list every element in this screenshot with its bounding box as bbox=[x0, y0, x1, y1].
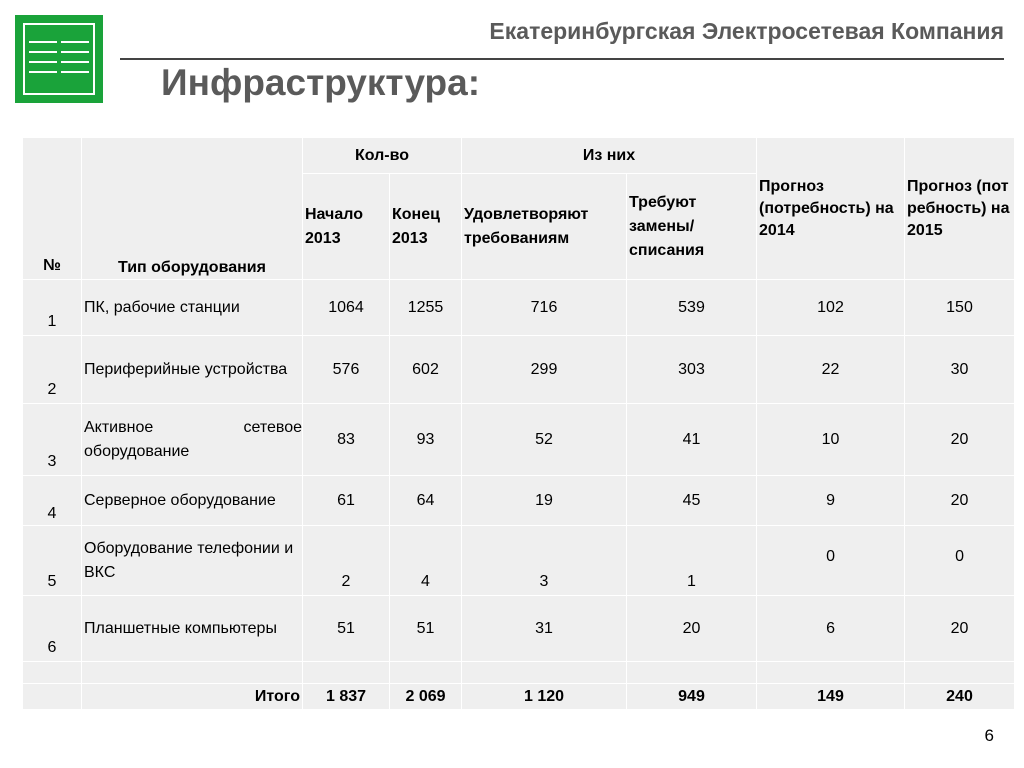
cell-replace: 41 bbox=[625, 403, 758, 476]
cell-end-2013: 1255 bbox=[389, 279, 462, 336]
cell-end-2013: 93 bbox=[389, 403, 462, 476]
total-row: Итого 1 837 2 069 1 120 949 149 240 bbox=[22, 683, 1016, 710]
cell-forecast-2014: 6 bbox=[756, 595, 906, 662]
logo-notch-top bbox=[57, 39, 61, 57]
company-logo bbox=[15, 15, 103, 103]
header-end-2013: Конец 2013 bbox=[389, 173, 462, 280]
empty-cell bbox=[302, 661, 390, 684]
cell-start-2013: 1064 bbox=[302, 279, 390, 336]
table-row: 6 Планшетные компьютеры 51 51 31 20 6 20 bbox=[22, 595, 1016, 662]
cell-end-2013: 51 bbox=[389, 595, 462, 662]
header-of-them-group: Из них bbox=[460, 137, 758, 174]
empty-cell bbox=[81, 661, 303, 684]
empty-cell bbox=[904, 661, 1016, 684]
cell-forecast-2014: 10 bbox=[756, 403, 906, 476]
row-equipment-type: Оборудование телефонии и ВКС bbox=[81, 525, 303, 596]
header-divider bbox=[120, 58, 1004, 60]
cell-start-2013: 576 bbox=[302, 335, 390, 404]
cell-satisfy: 3 bbox=[461, 525, 627, 596]
cell-end-2013: 602 bbox=[389, 335, 462, 404]
empty-cell bbox=[625, 661, 758, 684]
row-equipment-type: Периферийные устройства bbox=[81, 335, 303, 404]
row-equipment-type: Планшетные компьютеры bbox=[81, 595, 303, 662]
cell-forecast-2015: 20 bbox=[904, 475, 1016, 526]
cell-satisfy: 19 bbox=[461, 475, 627, 526]
cell-forecast-2015: 20 bbox=[904, 403, 1016, 476]
cell-satisfy: 716 bbox=[461, 279, 627, 336]
cell-forecast-2015: 0 bbox=[904, 525, 1016, 596]
total-forecast-2014: 149 bbox=[756, 683, 906, 710]
table-row: 4 Серверное оборудование 61 64 19 45 9 2… bbox=[22, 475, 1016, 526]
header-number: № bbox=[22, 137, 82, 280]
cell-forecast-2015: 20 bbox=[904, 595, 1016, 662]
empty-cell bbox=[461, 661, 627, 684]
cell-satisfy: 299 bbox=[461, 335, 627, 404]
total-replace: 949 bbox=[625, 683, 758, 710]
row-number: 3 bbox=[22, 403, 82, 476]
cell-forecast-2014: 102 bbox=[756, 279, 906, 336]
cell-start-2013: 83 bbox=[302, 403, 390, 476]
header-start-2013: Начало 2013 bbox=[302, 173, 390, 280]
row-equipment-type: Активное сетевое оборудование bbox=[81, 403, 303, 476]
cell-satisfy: 52 bbox=[461, 403, 627, 476]
total-end-2013: 2 069 bbox=[389, 683, 462, 710]
total-start-2013: 1 837 bbox=[302, 683, 390, 710]
row-equipment-type: Серверное оборудование bbox=[81, 475, 303, 526]
cell-start-2013: 51 bbox=[302, 595, 390, 662]
page-title: Инфраструктура: bbox=[161, 62, 481, 103]
table-row: 5 Оборудование телефонии и ВКС 2 4 3 1 0… bbox=[22, 525, 1016, 596]
empty-cell bbox=[22, 661, 82, 684]
header-need-replacement: Требуют замены/ списания bbox=[625, 173, 758, 280]
cell-replace: 303 bbox=[625, 335, 758, 404]
cell-end-2013: 4 bbox=[389, 525, 462, 596]
page-number: 6 bbox=[984, 726, 994, 745]
infrastructure-table: № Тип оборудования Кол-во Из них Прогноз… bbox=[22, 137, 1016, 710]
logo-frame bbox=[23, 23, 95, 95]
row-number: 2 bbox=[22, 335, 82, 404]
table-row-empty bbox=[22, 661, 1016, 684]
cell-forecast-2015: 30 bbox=[904, 335, 1016, 404]
cell-replace: 539 bbox=[625, 279, 758, 336]
cell-replace: 45 bbox=[625, 475, 758, 526]
row-number: 4 bbox=[22, 475, 82, 526]
cell-start-2013: 2 bbox=[302, 525, 390, 596]
table-row: 1 ПК, рабочие станции 1064 1255 716 539 … bbox=[22, 279, 1016, 336]
cell-forecast-2014: 0 bbox=[756, 525, 906, 596]
cell-forecast-2014: 22 bbox=[756, 335, 906, 404]
cell-forecast-2015: 150 bbox=[904, 279, 1016, 336]
cell-replace: 1 bbox=[625, 525, 758, 596]
table-row: 2 Периферийные устройства 576 602 299 30… bbox=[22, 335, 1016, 404]
total-label: Итого bbox=[81, 683, 303, 710]
cell-forecast-2014: 9 bbox=[756, 475, 906, 526]
row-number: 6 bbox=[22, 595, 82, 662]
empty-cell bbox=[389, 661, 462, 684]
cell-satisfy: 31 bbox=[461, 595, 627, 662]
total-forecast-2015: 240 bbox=[904, 683, 1016, 710]
empty-cell bbox=[22, 683, 82, 710]
header-equipment-type: Тип оборудования bbox=[81, 137, 303, 280]
company-name: Екатеринбургская Электросетевая Компания bbox=[489, 18, 1004, 44]
cell-end-2013: 64 bbox=[389, 475, 462, 526]
header-quantity-group: Кол-во bbox=[302, 137, 462, 174]
header-satisfy-requirements: Удовлетворяют требованиям bbox=[461, 173, 627, 280]
row-equipment-type: ПК, рабочие станции bbox=[81, 279, 303, 336]
row-number: 1 bbox=[22, 279, 82, 336]
header-forecast-2014: Прогноз (потребность) на 2014 bbox=[756, 137, 906, 280]
total-satisfy: 1 120 bbox=[461, 683, 627, 710]
header-forecast-2015: Прогноз (потребность) на 2015 bbox=[904, 137, 1016, 280]
cell-start-2013: 61 bbox=[302, 475, 390, 526]
row-number: 5 bbox=[22, 525, 82, 596]
cell-replace: 20 bbox=[625, 595, 758, 662]
table-row: 3 Активное сетевое оборудование 83 93 52… bbox=[22, 403, 1016, 476]
empty-cell bbox=[756, 661, 906, 684]
logo-notch-bottom bbox=[57, 61, 61, 79]
